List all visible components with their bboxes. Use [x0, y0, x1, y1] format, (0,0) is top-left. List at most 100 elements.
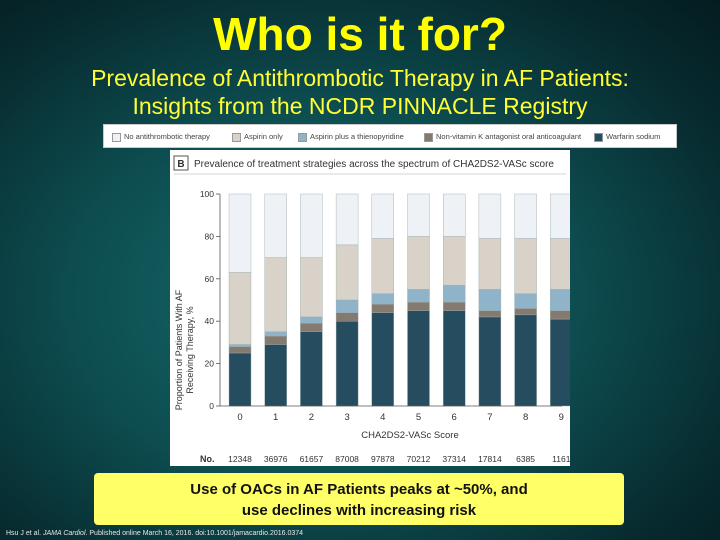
- bar-segment: [407, 193, 430, 237]
- chart-title-score: CHA2DS2-VASc score: [453, 159, 554, 170]
- panel-label: B: [177, 159, 184, 170]
- bar-segment: [371, 304, 395, 313]
- x-tick-label: 7: [487, 412, 492, 423]
- x-tick-label: 1: [273, 412, 278, 423]
- bar-segment: [407, 301, 430, 311]
- bar-segment: [550, 238, 570, 290]
- y-tick-label: 60: [205, 274, 215, 284]
- bar-segment: [228, 272, 252, 345]
- legend-swatch: [232, 132, 241, 142]
- bar-segment: [514, 238, 537, 294]
- bar-segment: [514, 193, 537, 239]
- bar-segment: [478, 289, 502, 311]
- bar-segment: [300, 193, 323, 258]
- sample-size-value: 97878: [371, 454, 395, 464]
- x-tick-label: 4: [380, 412, 385, 423]
- bar-segment: [407, 310, 430, 407]
- bar-segment: [443, 284, 466, 303]
- sample-size-row: 12348 36976 61657 87008 97878 70212 37314 17814…: [228, 454, 570, 464]
- sample-size-value: 6385: [516, 454, 535, 464]
- bar-segment: [264, 331, 287, 337]
- y-tick-label: 80: [205, 231, 215, 241]
- bar-segment: [371, 312, 395, 407]
- bar-segment: [443, 310, 466, 407]
- sample-size-value: 17814: [478, 454, 502, 464]
- chart-title-prefix: Prevalence of treatment strategies acros…: [194, 159, 453, 170]
- chart-legend: No antithrombotic therapy Aspirin only A…: [103, 124, 677, 148]
- bar-segment: [371, 238, 395, 294]
- bar-segment: [300, 257, 323, 318]
- x-tick-label: 2: [309, 412, 314, 423]
- bar-segment: [407, 236, 430, 290]
- x-tick-label: 9: [559, 412, 564, 423]
- bar-segment: [371, 293, 395, 305]
- bar-segment: [478, 316, 502, 407]
- y-tick-label: 20: [205, 359, 215, 369]
- citation: Hsu J et al. JAMA Cardiol. Published onl…: [6, 530, 303, 537]
- y-axis-label-line-2: Receiving Therapy, %: [185, 306, 195, 393]
- bar-segment: [228, 346, 252, 354]
- bar-segment: [371, 193, 395, 239]
- callout-line-2: use declines with increasing risk: [241, 502, 477, 519]
- panel-label-box: [173, 155, 189, 171]
- citation-suffix: . Published online March 16, 2016. doi:1…: [85, 530, 304, 537]
- legend-swatch: [594, 132, 603, 142]
- x-axis-label: CHA2DS2-VASc Score: [361, 430, 459, 441]
- sample-size-value: 36976: [264, 454, 288, 464]
- y-tick-label: 0: [209, 401, 214, 411]
- bar-segment: [478, 310, 502, 318]
- bar-segment: [514, 293, 537, 309]
- sample-size-value: 12348: [228, 454, 252, 464]
- bar-segment: [228, 193, 252, 273]
- bar-segment: [335, 299, 359, 313]
- y-axis: 0 20 40 60 80 100: [200, 189, 221, 411]
- legend-item-noac: Non-vitamin K antagonist oral anticoagul…: [424, 130, 581, 144]
- bar-segment: [300, 331, 323, 407]
- legend-swatch: [112, 132, 121, 142]
- x-tick-label: 5: [416, 412, 421, 423]
- bar-segment: [550, 318, 570, 407]
- legend-label: Warfarin sodium: [606, 132, 661, 141]
- bar-segment: [335, 312, 359, 322]
- legend-item-no-therapy: No antithrombotic therapy: [112, 130, 210, 144]
- bar-segment: [264, 335, 287, 345]
- bar-segment: [514, 308, 537, 316]
- bar-segment: [335, 193, 359, 246]
- citation-prefix: Hsu J et al.: [6, 530, 43, 537]
- y-tick-label: 40: [205, 316, 215, 326]
- bar-segment: [300, 323, 323, 333]
- bar-segment: [443, 236, 466, 286]
- bar-segment: [264, 344, 287, 407]
- slide-subtitle: Prevalence of Antithrombotic Therapy in …: [20, 64, 700, 120]
- bar-segment: [228, 344, 252, 347]
- bar-segment: [264, 193, 287, 258]
- bar-segment: [443, 301, 466, 311]
- bar-segment: [550, 289, 570, 311]
- sample-size-value: 70212: [407, 454, 431, 464]
- x-tick-label: 0: [237, 412, 242, 423]
- bar-segment: [443, 193, 466, 237]
- bar-segment: [550, 193, 570, 239]
- slide-title: Who is it for?: [213, 8, 507, 60]
- n-label: No.: [200, 454, 215, 464]
- legend-label: Aspirin plus a thienopyridine: [310, 132, 404, 141]
- bar-segment: [335, 244, 359, 301]
- sample-size-value: 61657: [300, 454, 324, 464]
- bar-segment: [264, 257, 287, 332]
- bar-segment: [300, 316, 323, 324]
- legend-swatch: [424, 132, 433, 142]
- callout-box: Use of OACs in AF Patients peaks at ~50%…: [94, 473, 624, 525]
- x-tick-label: 3: [344, 412, 349, 423]
- legend-label: Non-vitamin K antagonist oral anticoagul…: [436, 132, 582, 141]
- y-tick-label: 100: [200, 189, 214, 199]
- citation-journal: JAMA Cardiol: [42, 530, 86, 537]
- chart-panel: B Prevalence of treatment strategies acr…: [170, 150, 570, 466]
- legend-item-aspirin-thienopyridine: Aspirin plus a thienopyridine: [298, 130, 404, 144]
- x-tick-label: 6: [452, 412, 457, 423]
- bar-segment: [335, 320, 359, 407]
- legend-item-aspirin-only: Aspirin only: [232, 130, 283, 144]
- bar-segment: [228, 352, 252, 407]
- bar-segment: [478, 238, 502, 290]
- legend-item-warfarin: Warfarin sodium: [594, 130, 660, 144]
- sample-size-value: 37314: [442, 454, 466, 464]
